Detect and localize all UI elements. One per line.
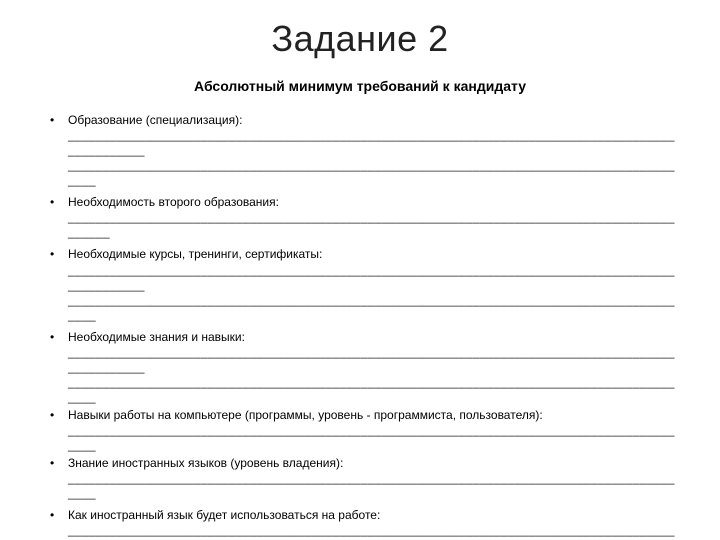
slide-title: Задание 2 <box>40 18 680 60</box>
blank-line: ________________________________________… <box>68 210 680 240</box>
req-label: Навыки работы на компьютере (программы, … <box>68 408 543 422</box>
req-second-education: Необходимость второго образования: _____… <box>68 194 680 240</box>
requirements-list: Образование (специализация): ___________… <box>40 112 680 540</box>
req-label: Необходимые курсы, тренинги, сертификаты… <box>68 247 322 261</box>
blank-line: ________________________________________… <box>68 293 680 323</box>
req-label: Образование (специализация): <box>68 113 242 127</box>
blank-line: ________________________________________… <box>68 523 680 540</box>
blank-line: ________________________________________… <box>68 158 680 188</box>
slide-subtitle: Абсолютный минимум требований к кандидат… <box>40 78 680 94</box>
req-computer-skills: Навыки работы на компьютере (программы, … <box>68 407 680 453</box>
req-label: Необходимость второго образования: <box>68 195 279 209</box>
blank-line: ________________________________________… <box>68 423 680 453</box>
req-label: Знание иностранных языков (уровень владе… <box>68 456 343 470</box>
blank-line: ________________________________________… <box>68 263 680 293</box>
req-languages: Знание иностранных языков (уровень владе… <box>68 455 680 501</box>
req-label: Необходимые знания и навыки: <box>68 330 245 344</box>
slide: Задание 2 Абсолютный минимум требований … <box>0 0 720 540</box>
req-courses: Необходимые курсы, тренинги, сертификаты… <box>68 246 680 322</box>
req-language-usage: Как иностранный язык будет использоватьс… <box>68 507 680 540</box>
blank-line: ________________________________________… <box>68 375 680 405</box>
blank-line: ________________________________________… <box>68 128 680 158</box>
req-label: Как иностранный язык будет использоватьс… <box>68 508 380 522</box>
req-knowledge: Необходимые знания и навыки: ___________… <box>68 329 680 405</box>
blank-line: ________________________________________… <box>68 471 680 501</box>
blank-line: ________________________________________… <box>68 345 680 375</box>
req-education: Образование (специализация): ___________… <box>68 112 680 188</box>
